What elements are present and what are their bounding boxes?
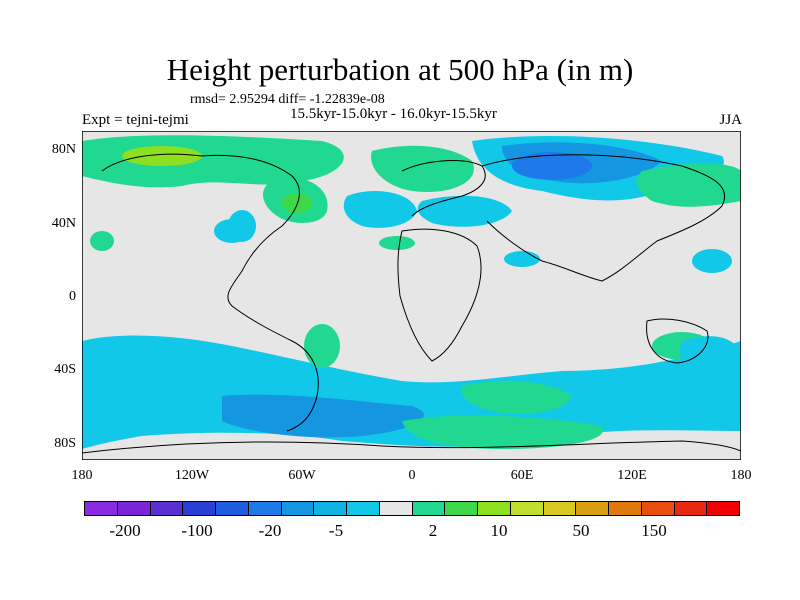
lat-tick-80s: 80S [54, 436, 76, 451]
chart-title: Height perturbation at 500 hPa (in m) [166, 52, 634, 87]
colorbar-label: -200 [109, 521, 141, 540]
colorbar-cell [314, 502, 347, 515]
colorbar-cell [641, 502, 675, 515]
coastline-north-america [101, 153, 300, 307]
colorbar [84, 501, 740, 516]
colorbar-cell [117, 502, 151, 515]
lon-tick-120e: 120E [617, 468, 647, 483]
lon-tick-0: 0 [408, 468, 416, 483]
contour-region [417, 195, 512, 227]
lon-tick-60e: 60E [510, 468, 534, 483]
colorbar-cell [478, 502, 511, 515]
colorbar-label: 150 [641, 521, 667, 540]
colorbar-cell [347, 502, 380, 515]
lon-tick-60w: 60W [288, 468, 316, 483]
coastline-asia [481, 154, 725, 282]
contour-region [504, 251, 540, 267]
lon-tick-180e: 180 [730, 468, 752, 483]
colorbar-cell [183, 502, 216, 515]
colorbar-label: -100 [181, 521, 213, 540]
map-panel [82, 131, 741, 460]
colorbar-cell [412, 502, 446, 515]
coastline-australia [646, 318, 709, 364]
colorbar-label: 10 [490, 521, 508, 540]
colorbar-cell [379, 502, 413, 515]
contour-region [636, 163, 741, 207]
colorbar-cell [85, 502, 118, 515]
contour-region [461, 380, 572, 414]
coastline-antarctica [82, 440, 741, 454]
lat-tick-40n: 40N [51, 216, 76, 231]
colorbar-cell [674, 502, 708, 515]
colorbar-label: 2 [428, 521, 438, 540]
stats-text: rmsd= 2.95294 diff= -1.22839e-08 [190, 92, 385, 107]
contour-region [379, 236, 415, 250]
lat-tick-80n: 80N [51, 142, 76, 157]
contour-region [90, 231, 114, 251]
coastline-south-america [231, 305, 319, 432]
colorbar-cell [281, 502, 315, 515]
experiment-label: Expt = tejni-tejmi [82, 112, 189, 128]
lat-tick-0: 0 [69, 289, 76, 304]
colorbar-cell [707, 502, 739, 515]
contour-region [692, 249, 732, 273]
lon-tick-180w: 180 [71, 468, 93, 483]
contour-region [343, 191, 417, 228]
contour-region [228, 210, 256, 242]
colorbar-label: -20 [258, 521, 282, 540]
period-subtitle: 15.5kyr-15.0kyr - 16.0kyr-15.5kyr [290, 106, 497, 122]
colorbar-cell [216, 502, 249, 515]
lon-tick-120w: 120W [174, 468, 210, 483]
contour-region [282, 193, 312, 213]
contour-region [402, 415, 604, 449]
colorbar-cell [150, 502, 184, 515]
contour-region [512, 152, 592, 180]
season-label: JJA [719, 112, 742, 128]
colorbar-cell [609, 502, 642, 515]
colorbar-cell [576, 502, 609, 515]
contour-region [371, 145, 474, 192]
contour-map [82, 131, 741, 460]
contour-region [222, 394, 424, 438]
colorbar-cell [510, 502, 544, 515]
colorbar-cell [543, 502, 577, 515]
coastline-africa [397, 228, 482, 362]
coastline-europe [401, 160, 486, 217]
contour-region [304, 324, 340, 368]
colorbar-cell [248, 502, 282, 515]
colorbar-label: 50 [572, 521, 590, 540]
colorbar-label: -5 [328, 521, 344, 540]
lat-tick-40s: 40S [54, 362, 76, 377]
contour-region [122, 146, 202, 166]
colorbar-cell [445, 502, 478, 515]
contour-region [680, 336, 741, 403]
